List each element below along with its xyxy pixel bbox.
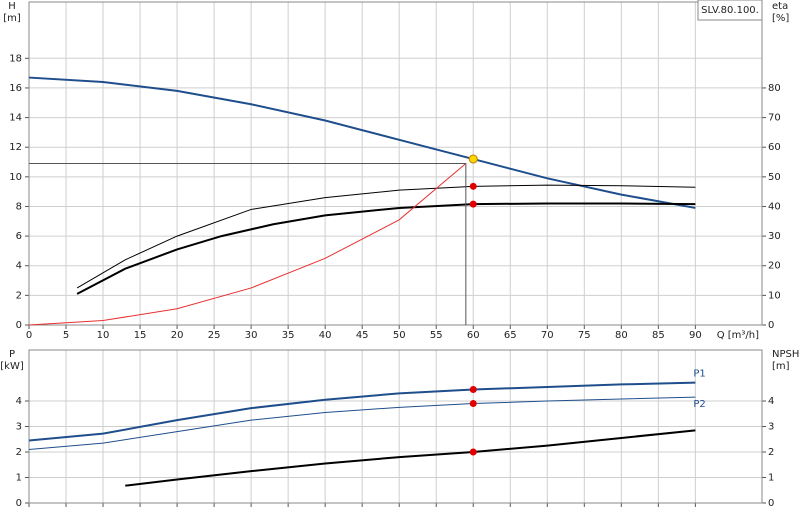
x-tick-label: 45 — [356, 330, 369, 341]
series-label: P1 — [693, 369, 705, 380]
series-line — [29, 163, 467, 325]
x-tick-label: 65 — [504, 330, 517, 341]
x-tick-label: 20 — [171, 330, 184, 341]
y2-tick-label: 20 — [768, 261, 781, 272]
y2-tick-label: 70 — [768, 113, 781, 124]
y-tick-label: 0 — [16, 498, 22, 509]
y-tick-label: 2 — [16, 447, 22, 458]
y2-axis-unit: [%] — [772, 13, 789, 24]
y2-tick-label: 1 — [768, 473, 774, 484]
x-tick-label: 90 — [689, 330, 702, 341]
y2-tick-label: 80 — [768, 83, 781, 94]
y2-tick-label: 0 — [768, 498, 774, 509]
y2-axis-unit: [m] — [772, 361, 790, 372]
y2-tick-label: 60 — [768, 142, 781, 153]
y-tick-label: 6 — [16, 231, 22, 242]
point — [469, 182, 477, 190]
x-tick-label: 85 — [652, 330, 665, 341]
y-tick-label: 0 — [16, 320, 22, 331]
x-tick-label: 55 — [430, 330, 443, 341]
y-tick-label: 2 — [16, 290, 22, 301]
y-axis-unit: [kW] — [0, 361, 24, 372]
x-tick-label: 70 — [541, 330, 554, 341]
plot-frame — [28, 349, 763, 504]
y2-tick-label: 30 — [768, 231, 781, 242]
y2-axis-label: eta — [772, 1, 788, 12]
x-tick-label: 75 — [578, 330, 591, 341]
y2-tick-label: 2 — [768, 447, 774, 458]
x-axis-label: Q [m³/h] — [717, 330, 759, 341]
x-tick-label: 80 — [615, 330, 628, 341]
series-line — [28, 396, 696, 450]
y2-axis-label: NPSH — [772, 349, 799, 360]
y-tick-label: 4 — [16, 261, 22, 272]
x-tick-label: 60 — [467, 330, 480, 341]
series-label: P2 — [693, 399, 705, 410]
y2-tick-label: 40 — [768, 201, 781, 212]
series-line — [28, 163, 467, 326]
x-tick-label: 35 — [282, 330, 295, 341]
series-line — [76, 184, 696, 289]
series-line — [76, 202, 696, 295]
y-tick-label: 4 — [16, 396, 22, 407]
y2-tick-label: 10 — [768, 290, 781, 301]
y-tick-label: 8 — [16, 201, 22, 212]
x-tick-label: 15 — [134, 330, 147, 341]
y2-tick-label: 3 — [768, 422, 774, 433]
x-tick-label: 10 — [97, 330, 110, 341]
y-axis-label: H — [8, 1, 16, 12]
series-line — [28, 381, 696, 442]
y-tick-label: 12 — [9, 142, 22, 153]
annotation-box — [697, 0, 763, 21]
series-line — [28, 76, 696, 209]
point — [469, 386, 477, 394]
annotation: SLV.80.100. — [701, 5, 759, 16]
x-tick-label: 25 — [208, 330, 221, 341]
y-tick-label: 10 — [9, 172, 22, 183]
x-tick-label: 0 — [26, 330, 32, 341]
x-tick-label: 5 — [63, 330, 69, 341]
y2-tick-label: 4 — [768, 396, 774, 407]
y2-tick-label: 0 — [768, 320, 774, 331]
x-tick-label: 40 — [319, 330, 332, 341]
y-tick-label: 3 — [16, 422, 22, 433]
point — [469, 200, 477, 208]
y-axis-label: P — [9, 349, 15, 360]
point — [468, 154, 478, 164]
point — [469, 448, 477, 456]
point — [469, 400, 477, 408]
x-tick-label: 30 — [245, 330, 258, 341]
x-tick-label: 50 — [393, 330, 406, 341]
y-tick-label: 14 — [9, 113, 22, 124]
series-line — [125, 429, 696, 487]
y-tick-label: 16 — [9, 83, 22, 94]
y-axis-unit: [m] — [3, 13, 21, 24]
y2-tick-label: 50 — [768, 172, 781, 183]
y-tick-label: 1 — [16, 473, 22, 484]
y-tick-label: 18 — [9, 53, 22, 64]
